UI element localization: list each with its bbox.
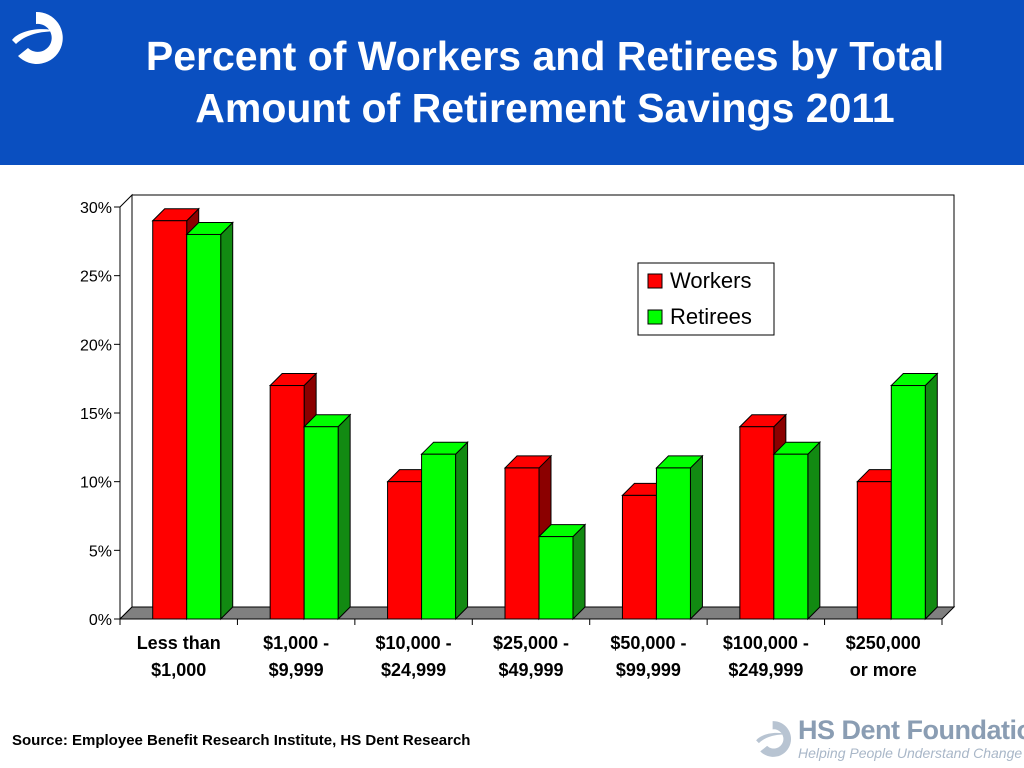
x-tick-label: $25,000 - bbox=[493, 633, 569, 653]
bar-front bbox=[504, 467, 540, 620]
page-title: Percent of Workers and Retirees by Total… bbox=[80, 30, 1010, 134]
x-tick-label: $50,000 - bbox=[610, 633, 686, 653]
bar-front bbox=[387, 481, 423, 620]
footer-tagline: Helping People Understand Change bbox=[798, 745, 1023, 761]
bar-side bbox=[337, 413, 351, 621]
x-tick-label: $24,999 bbox=[381, 660, 446, 680]
bar-side bbox=[220, 221, 234, 621]
x-tick-label: Less than bbox=[137, 633, 221, 653]
source-note: Source: Employee Benefit Research Instit… bbox=[12, 732, 471, 749]
footer-logo-icon bbox=[756, 721, 792, 757]
bar-side bbox=[689, 454, 703, 621]
bar-side bbox=[572, 523, 586, 621]
bar-chart: 0% 5% 10% 15% 20% 25% 30% Less than $1,000 $1,00… bbox=[80, 193, 956, 680]
bar-front bbox=[152, 220, 188, 620]
bar-front bbox=[538, 536, 574, 620]
bar-front bbox=[739, 426, 775, 620]
plot-side-wall bbox=[119, 193, 133, 621]
legend-label-workers: Workers bbox=[670, 268, 752, 293]
bar-side bbox=[455, 440, 469, 621]
bar-retirees-3 bbox=[420, 440, 469, 621]
x-tick-label: $1,000 - bbox=[263, 633, 329, 653]
x-tick-label: or more bbox=[850, 660, 917, 680]
legend-swatch-retirees bbox=[647, 309, 663, 325]
title-banner: Percent of Workers and Retirees by Total… bbox=[0, 0, 1024, 165]
y-tick-label: 10% bbox=[80, 475, 112, 492]
x-tick-label: $100,000 - bbox=[723, 633, 809, 653]
bar-front bbox=[890, 385, 926, 620]
x-tick-label: $249,999 bbox=[728, 660, 803, 680]
title-line-2: Amount of Retirement Savings 2011 bbox=[195, 85, 895, 131]
hs-dent-logo-icon bbox=[12, 11, 63, 64]
footer-logo: HS Dent Foundation Helping People Unders… bbox=[752, 715, 1024, 763]
bar-front bbox=[856, 481, 892, 620]
bar-front bbox=[773, 453, 809, 620]
x-tick-label: $1,000 bbox=[151, 660, 206, 680]
x-tick-label: $99,999 bbox=[616, 660, 681, 680]
legend: Workers Retirees bbox=[637, 262, 775, 336]
bar-retirees-2 bbox=[302, 413, 352, 621]
bar-front bbox=[621, 494, 657, 620]
legend-swatch-workers bbox=[647, 273, 663, 289]
x-tick-label: $49,999 bbox=[498, 660, 563, 680]
x-tick-label: $10,000 - bbox=[376, 633, 452, 653]
y-tick-label: 20% bbox=[80, 337, 112, 354]
title-line-1: Percent of Workers and Retirees by Total bbox=[145, 33, 945, 79]
bar-retirees-1 bbox=[185, 221, 234, 621]
y-tick-label: 5% bbox=[89, 543, 112, 560]
bars bbox=[151, 207, 939, 621]
bar-retirees-7 bbox=[890, 372, 939, 621]
bar-retirees-5 bbox=[655, 454, 704, 621]
bar-side bbox=[924, 372, 938, 621]
footer-brand: HS Dent Foundation bbox=[798, 715, 1024, 745]
bar-side bbox=[807, 440, 821, 621]
bar-front bbox=[186, 233, 222, 620]
y-tick-label: 25% bbox=[80, 269, 112, 286]
bar-front bbox=[269, 385, 305, 620]
bar-front bbox=[655, 467, 691, 620]
y-tick-label: 0% bbox=[89, 612, 112, 629]
y-axis: 0% 5% 10% 15% 20% 25% 30% bbox=[80, 200, 121, 629]
legend-label-retirees: Retirees bbox=[670, 304, 752, 329]
y-tick-label: 15% bbox=[80, 406, 112, 423]
x-tick-label: $9,999 bbox=[269, 660, 324, 680]
bar-front bbox=[303, 426, 339, 620]
bar-front bbox=[421, 453, 457, 620]
bar-retirees-6 bbox=[772, 440, 822, 621]
bar-retirees-4 bbox=[537, 523, 587, 621]
x-tick-label: $250,000 bbox=[846, 633, 921, 653]
x-axis: Less than $1,000 $1,000 - $9,999 $10,000 - $2… bbox=[119, 618, 943, 680]
y-tick-label: 30% bbox=[80, 200, 112, 217]
